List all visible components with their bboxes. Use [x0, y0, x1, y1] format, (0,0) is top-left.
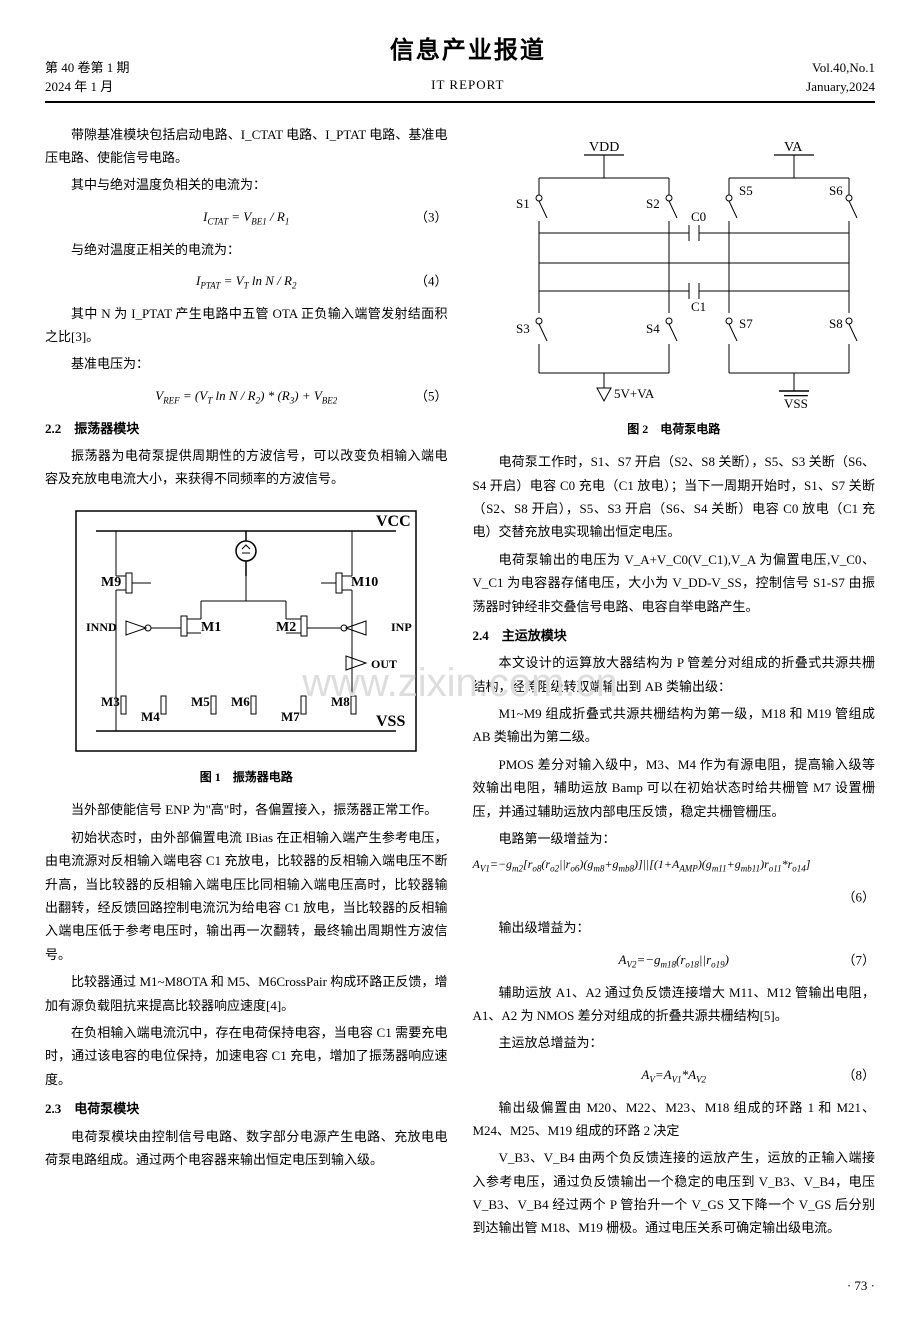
volume-issue-cn: 第 40 卷第 1 期 [45, 58, 130, 78]
vss-label: VSS [376, 713, 405, 730]
para: 带隙基准模块包括启动电路、I_CTAT 电路、I_PTAT 电路、基准电压电路、… [45, 123, 448, 170]
m7-label: M7 [281, 709, 300, 724]
equation-6: AV1=−gm2[ro8(ro2||ro6)(gm8+gmb8)]||[(1+A… [473, 854, 876, 877]
s8-label: S8 [829, 316, 843, 331]
para: 输出级增益为： [473, 916, 876, 939]
eq-body: ICTAT = VBE1 / R1 [203, 209, 289, 224]
para: 主运放总增益为： [473, 1031, 876, 1054]
date-cn: 2024 年 1 月 [45, 77, 130, 97]
para: 其中 N 为 I_PTAT 产生电路中五管 OTA 正负输入端管发射结面积之比[… [45, 302, 448, 349]
para: 与绝对温度正相关的电流为： [45, 238, 448, 261]
para: 电荷泵输出的电压为 V_A+V_C0(V_C1),V_A 为偏置电压,V_C0、… [473, 548, 876, 618]
s6-label: S6 [829, 183, 843, 198]
eq-body: AV=AV1*AV2 [641, 1067, 706, 1082]
para: PMOS 差分对输入级中，M3、M4 作为有源电阻，提高输入级等效输出电阻，辅助… [473, 753, 876, 823]
para: 辅助运放 A1、A2 通过负反馈连接增大 M11、M12 管输出电阻，A1、A2… [473, 981, 876, 1028]
eq-num: （6） [842, 885, 875, 908]
m6-label: M6 [231, 694, 250, 709]
para: 振荡器为电荷泵提供周期性的方波信号，可以改变负相输入端电容及充放电电流大小，来获… [45, 444, 448, 491]
eq-num: （7） [842, 948, 875, 971]
para: 基准电压为： [45, 352, 448, 375]
s7-label: S7 [739, 316, 753, 331]
header-right: Vol.40,No.1 January,2024 [806, 58, 875, 97]
oscillator-circuit-svg: VCC VSS M9 M10 [56, 501, 436, 761]
s5-label: S5 [739, 183, 753, 198]
eq-body: VREF = (VT ln N / R2) * (R3) + VBE2 [155, 388, 337, 403]
innd-label: INND [86, 620, 117, 634]
para: 在负相输入端电流沉中，存在电荷保持电容，当电容 C1 需要充电时，通过该电容的电… [45, 1021, 448, 1091]
vdd-label: VDD [589, 140, 619, 155]
header-left: 第 40 卷第 1 期 2024 年 1 月 [45, 58, 130, 97]
eq6-num-line: （6） [473, 885, 876, 908]
equation-7: AV2=−gm18(ro18||ro19) （7） [473, 948, 876, 973]
m1-label: M1 [201, 620, 221, 635]
para: 电荷泵模块由控制信号电路、数字部分电源产生电路、充放电电荷泵电路组成。通过两个电… [45, 1125, 448, 1172]
eq-body: AV2=−gm18(ro18||ro19) [619, 952, 729, 967]
eq-num: （4） [415, 270, 448, 293]
right-column: VDD VA S1 [473, 123, 876, 1244]
para: 输出级偏置由 M20、M22、M23、M18 组成的环路 1 和 M21、M24… [473, 1096, 876, 1143]
s4-label: S4 [646, 321, 660, 336]
two-column-content: 带隙基准模块包括启动电路、I_CTAT 电路、I_PTAT 电路、基准电压电路、… [45, 123, 875, 1244]
equation-4: IPTAT = VT ln N / R2 （4） [45, 269, 448, 294]
s2-label: S2 [646, 196, 660, 211]
volume-issue-en: Vol.40,No.1 [806, 58, 875, 78]
c0-label: C0 [691, 209, 706, 224]
m4-label: M4 [141, 709, 160, 724]
equation-3: ICTAT = VBE1 / R1 （3） [45, 205, 448, 230]
section-2-3: 2.3 电荷泵模块 [45, 1097, 448, 1120]
equation-8: AV=AV1*AV2 （8） [473, 1063, 876, 1088]
section-2-4: 2.4 主运放模块 [473, 624, 876, 647]
out-label: OUT [371, 657, 397, 671]
node-label: 5V+VA [614, 386, 655, 401]
journal-title-cn: 信息产业报道 [390, 30, 546, 73]
va-label: VA [784, 140, 803, 155]
eq-num: （8） [842, 1063, 875, 1086]
m10-label: M10 [351, 575, 378, 590]
left-column: 带隙基准模块包括启动电路、I_CTAT 电路、I_PTAT 电路、基准电压电路、… [45, 123, 448, 1244]
journal-title-en: IT REPORT [390, 73, 546, 96]
page-header: 第 40 卷第 1 期 2024 年 1 月 信息产业报道 IT REPORT … [45, 30, 875, 103]
m5-label: M5 [191, 694, 210, 709]
para: 其中与绝对温度负相关的电流为： [45, 173, 448, 196]
equation-5: VREF = (VT ln N / R2) * (R3) + VBE2 （5） [45, 384, 448, 409]
para: M1~M9 组成折叠式共源共栅结构为第一级，M18 和 M19 管组成 AB 类… [473, 702, 876, 749]
figure-2-caption: 图 2 电荷泵电路 [473, 419, 876, 441]
vss-label: VSS [784, 396, 808, 411]
para: V_B3、V_B4 由两个负反馈连接的运放产生，运放的正输入端接入参考电压，通过… [473, 1146, 876, 1240]
c1-label: C1 [691, 299, 706, 314]
para: 电荷泵工作时，S1、S7 开启（S2、S8 关断），S5、S3 关断（S6、S4… [473, 450, 876, 544]
para: 电路第一级增益为： [473, 827, 876, 850]
figure-1-caption: 图 1 振荡器电路 [45, 767, 448, 789]
m9-label: M9 [101, 575, 121, 590]
m3-label: M3 [101, 694, 120, 709]
eq-body: IPTAT = VT ln N / R2 [196, 273, 296, 288]
eq-num: （5） [415, 385, 448, 408]
figure-1: VCC VSS M9 M10 [45, 501, 448, 789]
inp-label: INP [391, 620, 412, 634]
section-2-2: 2.2 振荡器模块 [45, 417, 448, 440]
m8-label: M8 [331, 694, 350, 709]
para: 比较器通过 M1~M8OTA 和 M5、M6CrossPair 构成环路正反馈，… [45, 970, 448, 1017]
para: 初始状态时，由外部偏置电流 IBias 在正相输入端产生参考电压，由电流源对反相… [45, 826, 448, 966]
eq-num: （3） [415, 205, 448, 228]
figure-2: VDD VA S1 [473, 133, 876, 441]
date-en: January,2024 [806, 77, 875, 97]
vcc-label: VCC [376, 513, 411, 530]
s3-label: S3 [516, 321, 530, 336]
charge-pump-circuit-svg: VDD VA S1 [484, 133, 864, 413]
s1-label: S1 [516, 196, 530, 211]
para: 本文设计的运算放大器结构为 P 管差分对组成的折叠式共源共栅结构，经跨阻级转双端… [473, 651, 876, 698]
header-center: 信息产业报道 IT REPORT [390, 30, 546, 97]
page-number: · 73 · [45, 1274, 875, 1297]
para: 当外部使能信号 ENP 为"高"时，各偏置接入，振荡器正常工作。 [45, 798, 448, 821]
